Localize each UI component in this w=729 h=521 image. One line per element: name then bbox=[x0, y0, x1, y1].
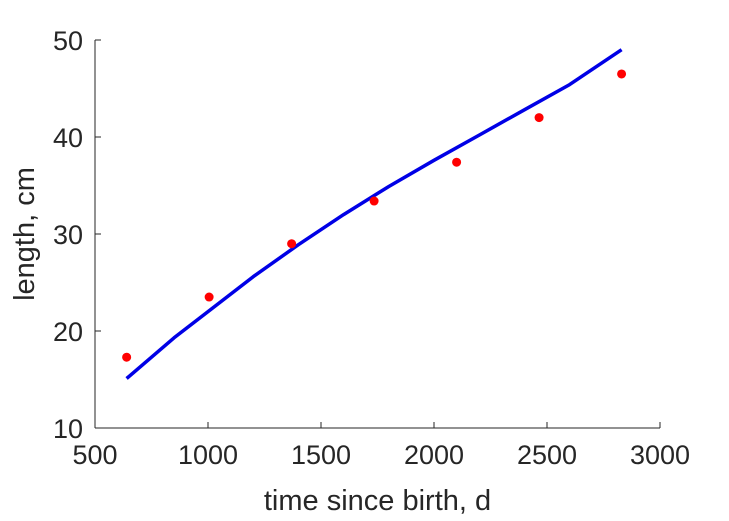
y-tick-label: 40 bbox=[53, 123, 83, 153]
axes bbox=[94, 40, 660, 429]
data-point bbox=[534, 113, 544, 123]
data-point bbox=[617, 69, 627, 79]
x-tick-label: 2000 bbox=[404, 440, 464, 470]
data-point bbox=[122, 352, 132, 362]
data-point bbox=[452, 157, 462, 167]
x-axis-label: time since birth, d bbox=[264, 485, 491, 517]
x-axis-ticks: 500 1000 1500 2000 2500 3000 bbox=[72, 422, 690, 470]
data-point bbox=[287, 239, 297, 249]
x-tick-label: 3000 bbox=[630, 440, 690, 470]
data-point bbox=[204, 292, 214, 302]
x-tick-label: 500 bbox=[72, 440, 117, 470]
y-tick-label: 30 bbox=[53, 220, 83, 250]
y-axis-ticks: 10 20 30 40 50 bbox=[53, 26, 101, 444]
x-tick-label: 1500 bbox=[291, 440, 351, 470]
x-tick-label: 1000 bbox=[178, 440, 238, 470]
y-tick-label: 20 bbox=[53, 317, 83, 347]
y-tick-label: 50 bbox=[53, 26, 83, 56]
y-tick-label: 10 bbox=[53, 414, 83, 444]
x-tick-label: 2500 bbox=[517, 440, 577, 470]
data-point bbox=[369, 196, 379, 206]
plot-series bbox=[122, 48, 627, 380]
fit-line bbox=[125, 48, 623, 380]
y-axis-label: length, cm bbox=[9, 167, 41, 301]
